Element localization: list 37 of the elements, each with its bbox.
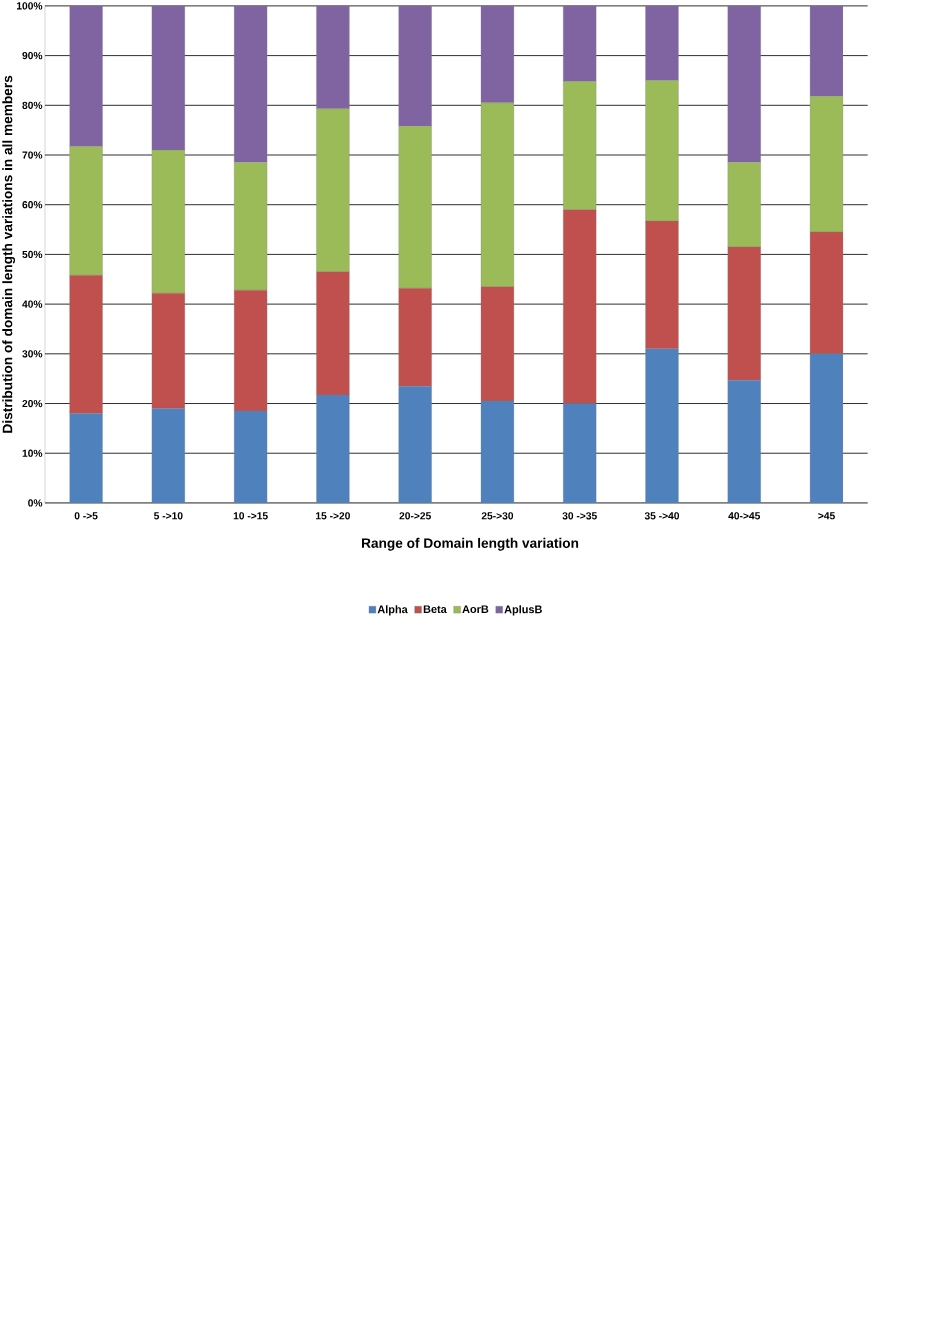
- x-tick-label: 5 ->10: [153, 512, 183, 520]
- x-tick-label: 35 ->40: [644, 512, 680, 520]
- legend-label: AorB: [462, 605, 489, 614]
- bar: [645, 5, 679, 81]
- bar: [727, 5, 761, 163]
- bar: [233, 5, 268, 163]
- x-tick-label: 15 ->20: [315, 512, 350, 520]
- x-tick-label: 40->45: [728, 512, 761, 520]
- bar: [563, 5, 597, 82]
- y-tick-label: 0%: [28, 499, 43, 507]
- bar: [480, 5, 514, 103]
- y-tick-label: 80%: [22, 101, 43, 109]
- legend-label: AplusB: [504, 605, 542, 616]
- y-tick-label: 50%: [22, 250, 43, 259]
- legend-label: Beta: [423, 605, 447, 614]
- bar: [151, 5, 185, 151]
- y-tick-label: 60%: [22, 201, 43, 209]
- x-tick-label: 0 ->5: [74, 512, 98, 520]
- y-tick-label: 90%: [22, 51, 43, 60]
- y-tick-label: 20%: [22, 399, 43, 408]
- x-tick-label: >45: [818, 512, 835, 520]
- bar: [398, 5, 432, 127]
- x-tick-label: 30 ->35: [562, 512, 597, 520]
- y-tick-label: 30%: [22, 350, 43, 358]
- x-tick-label: 25->30: [481, 512, 514, 520]
- y-tick-label: 70%: [22, 151, 43, 159]
- y-tick-label: 10%: [22, 449, 43, 457]
- x-tick-label: 10 ->15: [233, 512, 268, 520]
- bar: [316, 5, 350, 109]
- x-tick-label: 20->25: [399, 512, 431, 520]
- x-axis-title: Range of Domain length variation: [361, 537, 579, 551]
- y-tick-label: 100%: [16, 2, 43, 10]
- bar: [69, 5, 103, 147]
- y-axis-title: Distribution of domain length variations in all members: [2, 75, 16, 433]
- y-tick-label: 40%: [22, 300, 43, 308]
- legend-label: Alpha: [377, 605, 408, 616]
- bar: [809, 5, 844, 97]
